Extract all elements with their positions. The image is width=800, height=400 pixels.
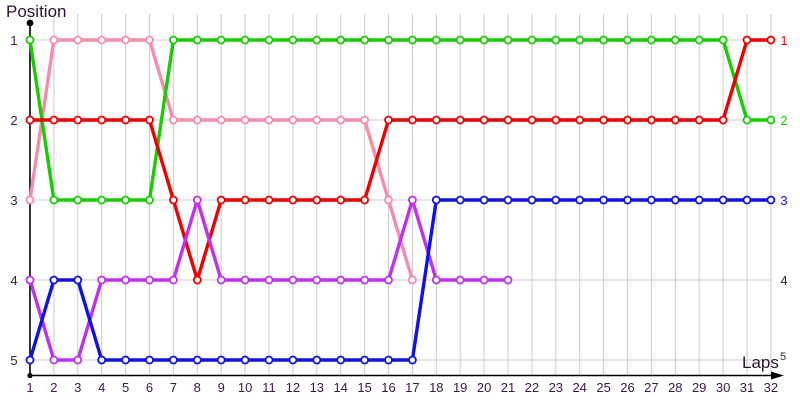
svg-text:2: 2 — [50, 380, 57, 395]
svg-text:3: 3 — [10, 193, 17, 208]
svg-text:23: 23 — [549, 380, 563, 395]
svg-text:16: 16 — [381, 380, 395, 395]
svg-text:21: 21 — [501, 380, 515, 395]
svg-text:8: 8 — [194, 380, 201, 395]
svg-text:25: 25 — [596, 380, 610, 395]
svg-text:Laps: Laps — [742, 353, 779, 372]
svg-text:26: 26 — [620, 380, 634, 395]
svg-text:27: 27 — [644, 380, 658, 395]
svg-text:5: 5 — [780, 351, 786, 363]
svg-text:14: 14 — [333, 380, 347, 395]
svg-text:4: 4 — [780, 273, 787, 288]
svg-text:5: 5 — [122, 380, 129, 395]
svg-text:5: 5 — [10, 353, 17, 368]
svg-text:3: 3 — [780, 193, 787, 208]
svg-text:32: 32 — [764, 380, 778, 395]
svg-text:30: 30 — [716, 380, 730, 395]
svg-text:4: 4 — [98, 380, 105, 395]
svg-text:17: 17 — [405, 380, 419, 395]
svg-text:12: 12 — [286, 380, 300, 395]
svg-text:10: 10 — [238, 380, 252, 395]
svg-text:31: 31 — [740, 380, 754, 395]
svg-text:24: 24 — [572, 380, 586, 395]
svg-text:7: 7 — [170, 380, 177, 395]
svg-text:1: 1 — [10, 33, 17, 48]
svg-text:1: 1 — [780, 33, 787, 48]
svg-text:Position: Position — [6, 2, 66, 21]
svg-text:11: 11 — [262, 380, 276, 395]
svg-text:28: 28 — [668, 380, 682, 395]
svg-text:2: 2 — [10, 113, 17, 128]
svg-text:20: 20 — [477, 380, 491, 395]
svg-text:9: 9 — [218, 380, 225, 395]
svg-text:19: 19 — [453, 380, 467, 395]
svg-text:13: 13 — [310, 380, 324, 395]
svg-text:1: 1 — [26, 380, 33, 395]
svg-text:29: 29 — [692, 380, 706, 395]
svg-text:18: 18 — [429, 380, 443, 395]
svg-text:6: 6 — [146, 380, 153, 395]
svg-text:2: 2 — [780, 113, 787, 128]
svg-text:4: 4 — [10, 273, 17, 288]
svg-text:3: 3 — [74, 380, 81, 395]
svg-text:15: 15 — [357, 380, 371, 395]
svg-text:22: 22 — [525, 380, 539, 395]
